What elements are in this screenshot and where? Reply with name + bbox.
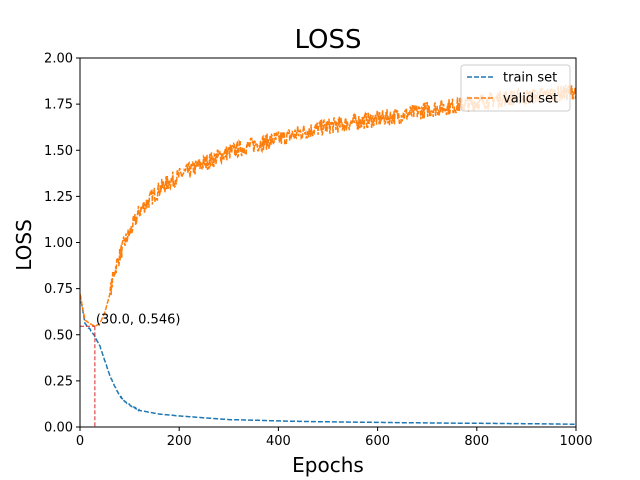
x-tick-label: 400 — [266, 434, 291, 449]
x-tick-label: 0 — [76, 434, 84, 449]
legend: train set valid set — [460, 64, 571, 112]
y-tick-label: 0.25 — [44, 374, 73, 389]
legend-label-train-set: train set — [503, 71, 557, 86]
y-tick-label: 1.75 — [44, 98, 73, 113]
y-tick-label: 1.50 — [44, 144, 73, 159]
y-tick-label: 0.50 — [44, 328, 73, 343]
legend-label-valid-set: valid set — [503, 92, 558, 107]
x-tick-label: 200 — [167, 434, 192, 449]
y-tick-label: 0.75 — [44, 282, 73, 297]
y-tick-label: 1.00 — [44, 236, 73, 251]
x-tick-label: 800 — [464, 434, 489, 449]
x-tick-label: 600 — [365, 434, 390, 449]
y-tick-label: 0.00 — [44, 421, 73, 436]
y-tick-label: 2.00 — [44, 52, 73, 67]
y-axis-title: LOSS — [12, 219, 36, 271]
x-axis-title: Epochs — [292, 453, 364, 477]
y-tick-label: 1.25 — [44, 190, 73, 205]
annotation-label: (30.0, 0.546) — [96, 312, 181, 327]
series-line-valid-set — [80, 84, 576, 328]
chart-title: LOSS — [294, 25, 361, 55]
x-tick-label: 1000 — [559, 434, 592, 449]
series-line-train-set — [80, 294, 576, 425]
plot-frame — [79, 57, 577, 428]
